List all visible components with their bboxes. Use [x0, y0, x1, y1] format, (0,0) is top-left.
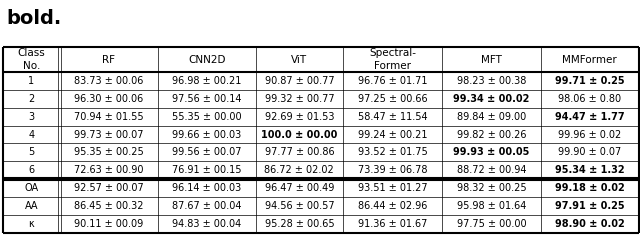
Text: AA: AA — [24, 201, 38, 211]
Text: 6: 6 — [28, 165, 35, 175]
Text: 99.90 ± 0.07: 99.90 ± 0.07 — [558, 147, 621, 157]
Text: 98.32 ± 00.25: 98.32 ± 00.25 — [457, 183, 526, 193]
Text: 95.98 ± 01.64: 95.98 ± 01.64 — [457, 201, 526, 211]
Text: 76.91 ± 00.15: 76.91 ± 00.15 — [172, 165, 241, 175]
Text: 98.90 ± 0.02: 98.90 ± 0.02 — [555, 219, 625, 229]
Text: 99.34 ± 00.02: 99.34 ± 00.02 — [453, 94, 530, 104]
Text: 70.94 ± 01.55: 70.94 ± 01.55 — [74, 112, 143, 122]
Text: 93.51 ± 01.27: 93.51 ± 01.27 — [358, 183, 428, 193]
Text: 98.06 ± 0.80: 98.06 ± 0.80 — [558, 94, 621, 104]
Text: OA: OA — [24, 183, 38, 193]
Text: 97.25 ± 00.66: 97.25 ± 00.66 — [358, 94, 428, 104]
Text: 97.75 ± 00.00: 97.75 ± 00.00 — [457, 219, 526, 229]
Text: 93.52 ± 01.75: 93.52 ± 01.75 — [358, 147, 428, 157]
Text: 55.35 ± 00.00: 55.35 ± 00.00 — [172, 112, 241, 122]
Text: 99.24 ± 00.21: 99.24 ± 00.21 — [358, 129, 428, 140]
Text: 94.56 ± 00.57: 94.56 ± 00.57 — [264, 201, 334, 211]
Text: 99.56 ± 00.07: 99.56 ± 00.07 — [172, 147, 241, 157]
Text: 96.76 ± 01.71: 96.76 ± 01.71 — [358, 76, 428, 86]
Text: κ: κ — [28, 219, 34, 229]
Text: 96.14 ± 00.03: 96.14 ± 00.03 — [172, 183, 241, 193]
Text: 83.73 ± 00.06: 83.73 ± 00.06 — [74, 76, 143, 86]
Text: 72.63 ± 00.90: 72.63 ± 00.90 — [74, 165, 143, 175]
Text: 99.71 ± 0.25: 99.71 ± 0.25 — [555, 76, 625, 86]
Text: 97.91 ± 0.25: 97.91 ± 0.25 — [555, 201, 625, 211]
Text: 73.39 ± 06.78: 73.39 ± 06.78 — [358, 165, 428, 175]
Text: 87.67 ± 00.04: 87.67 ± 00.04 — [172, 201, 241, 211]
Text: 4: 4 — [28, 129, 35, 140]
Text: 86.44 ± 02.96: 86.44 ± 02.96 — [358, 201, 428, 211]
Text: 86.45 ± 00.32: 86.45 ± 00.32 — [74, 201, 143, 211]
Text: 92.57 ± 00.07: 92.57 ± 00.07 — [74, 183, 143, 193]
Text: 99.18 ± 0.02: 99.18 ± 0.02 — [555, 183, 625, 193]
Text: 94.83 ± 00.04: 94.83 ± 00.04 — [172, 219, 241, 229]
Text: 92.69 ± 01.53: 92.69 ± 01.53 — [264, 112, 334, 122]
Text: 95.35 ± 00.25: 95.35 ± 00.25 — [74, 147, 143, 157]
Text: 1: 1 — [28, 76, 35, 86]
Text: 5: 5 — [28, 147, 35, 157]
Text: 91.36 ± 01.67: 91.36 ± 01.67 — [358, 219, 428, 229]
Text: 98.23 ± 00.38: 98.23 ± 00.38 — [457, 76, 526, 86]
Text: 58.47 ± 11.54: 58.47 ± 11.54 — [358, 112, 428, 122]
Text: MMFormer: MMFormer — [563, 55, 617, 65]
Text: Class
No.: Class No. — [17, 48, 45, 71]
Text: 99.93 ± 00.05: 99.93 ± 00.05 — [453, 147, 530, 157]
Text: 96.30 ± 00.06: 96.30 ± 00.06 — [74, 94, 143, 104]
Text: ViT: ViT — [291, 55, 307, 65]
Text: 97.77 ± 00.86: 97.77 ± 00.86 — [264, 147, 334, 157]
Text: 96.98 ± 00.21: 96.98 ± 00.21 — [172, 76, 241, 86]
Text: 3: 3 — [28, 112, 35, 122]
Text: 90.87 ± 00.77: 90.87 ± 00.77 — [264, 76, 334, 86]
Text: bold.: bold. — [6, 9, 61, 28]
Text: 90.11 ± 00.09: 90.11 ± 00.09 — [74, 219, 143, 229]
Text: 88.72 ± 00.94: 88.72 ± 00.94 — [457, 165, 526, 175]
Text: 99.96 ± 0.02: 99.96 ± 0.02 — [558, 129, 621, 140]
Text: RF: RF — [102, 55, 115, 65]
Text: 99.82 ± 00.26: 99.82 ± 00.26 — [457, 129, 526, 140]
Text: 99.66 ± 00.03: 99.66 ± 00.03 — [172, 129, 241, 140]
Text: 2: 2 — [28, 94, 35, 104]
Text: 89.84 ± 09.00: 89.84 ± 09.00 — [457, 112, 526, 122]
Text: 99.73 ± 00.07: 99.73 ± 00.07 — [74, 129, 143, 140]
Text: 100.0 ± 00.00: 100.0 ± 00.00 — [261, 129, 337, 140]
Text: 99.32 ± 00.77: 99.32 ± 00.77 — [264, 94, 334, 104]
Text: 86.72 ± 02.02: 86.72 ± 02.02 — [264, 165, 334, 175]
Text: 95.28 ± 00.65: 95.28 ± 00.65 — [264, 219, 334, 229]
Text: CNN2D: CNN2D — [188, 55, 225, 65]
Text: MFT: MFT — [481, 55, 502, 65]
Text: 94.47 ± 1.77: 94.47 ± 1.77 — [555, 112, 625, 122]
Text: 97.56 ± 00.14: 97.56 ± 00.14 — [172, 94, 241, 104]
Text: 95.34 ± 1.32: 95.34 ± 1.32 — [555, 165, 625, 175]
Text: Spectral-
Former: Spectral- Former — [369, 48, 416, 71]
Text: 96.47 ± 00.49: 96.47 ± 00.49 — [265, 183, 334, 193]
